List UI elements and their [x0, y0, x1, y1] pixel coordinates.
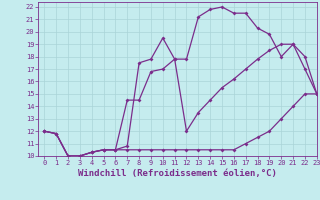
X-axis label: Windchill (Refroidissement éolien,°C): Windchill (Refroidissement éolien,°C): [78, 169, 277, 178]
